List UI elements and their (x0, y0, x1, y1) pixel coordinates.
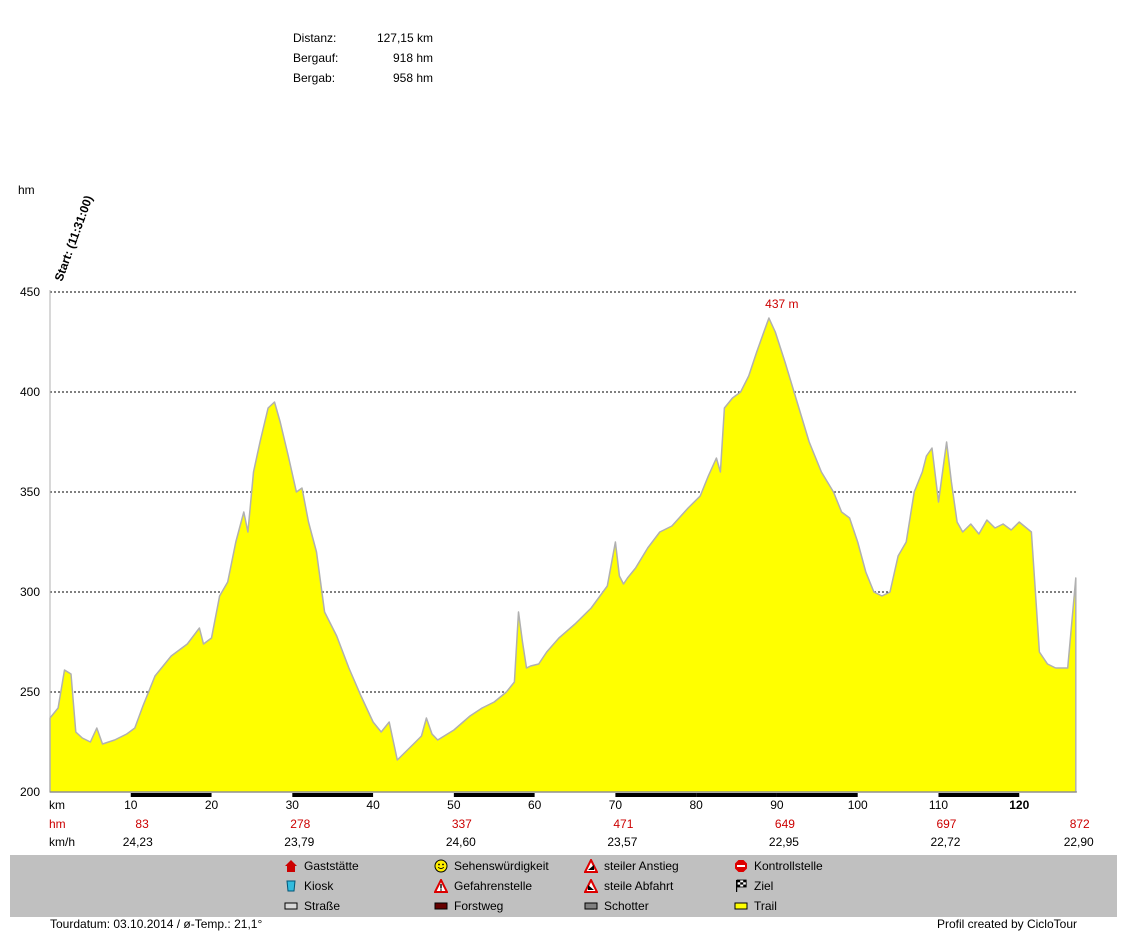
surface-band (696, 793, 777, 797)
trail-swatch-icon (734, 902, 748, 910)
kmh-cell: 23,79 (284, 835, 314, 849)
surface-band (292, 793, 374, 797)
kiosk-icon (286, 880, 296, 892)
surface-band (776, 793, 858, 797)
y-tick-label: 300 (20, 585, 40, 599)
kmh-cell: 23,57 (607, 835, 637, 849)
elevation-chart: 200 250 300 350 400 450 km 10 20 30 40 50 60 70 80 90 1… (18, 183, 1094, 849)
surface-band (453, 793, 535, 797)
surface-bands (130, 793, 1020, 797)
descent-label: Bergab: (293, 71, 336, 85)
legend-item-forstweg: Forstweg (434, 898, 503, 914)
x-tick-label: 20 (205, 798, 219, 812)
smiley-icon (434, 859, 448, 873)
hm-cell: 83 (135, 817, 149, 831)
x-axis-label: km (49, 798, 65, 812)
ascent-label: Bergauf: (293, 51, 339, 65)
y-tick-label: 400 (20, 385, 40, 399)
descent-value: 958 hm (392, 71, 433, 85)
y-tick-label: 350 (20, 485, 40, 499)
steep-descent-icon (584, 879, 598, 893)
legend-item-kiosk: Kiosk (284, 878, 333, 894)
gravel-swatch-icon (584, 902, 598, 910)
surface-band (938, 793, 1020, 797)
tour-date: Tourdatum: 03.10.2014 / ø-Temp.: 21,1° (50, 917, 263, 931)
hm-cell: 278 (290, 817, 310, 831)
road-swatch-icon (284, 902, 298, 910)
distance-label: Distanz: (293, 31, 337, 45)
hm-cell: 471 (613, 817, 633, 831)
hm-cell: 649 (775, 817, 795, 831)
house-icon (285, 860, 297, 872)
legend: Gaststätte Kiosk Straße Sehenswürdigkeit… (10, 855, 1117, 917)
peak-label: 437 m (765, 297, 798, 311)
kmh-cell: 22,95 (769, 835, 799, 849)
hm-cell: 337 (452, 817, 472, 831)
legend-item-steiler-anstieg: steiler Anstieg (584, 858, 679, 874)
y-tick-label: 250 (20, 685, 40, 699)
surface-band (130, 793, 212, 797)
x-tick-label: 30 (286, 798, 300, 812)
steep-climb-icon (584, 859, 598, 873)
stats-table: hm km/h 83 278 337 471 649 697 872 24,23 23,79 24,6… (49, 817, 1094, 849)
legend-item-trail: Trail (734, 898, 777, 914)
elevation-area (49, 317, 1077, 793)
legend-item-strasse: Straße (284, 898, 340, 914)
kmh-row-label: km/h (49, 835, 75, 849)
warning-icon (434, 879, 448, 893)
legend-item-ziel: Ziel (734, 878, 773, 894)
y-tick-label: 200 (20, 785, 40, 799)
x-tick-label: 10 (124, 798, 138, 812)
legend-item-steile-abfahrt: steile Abfahrt (584, 878, 673, 894)
credit: Profil created by CicloTour (936, 917, 1077, 931)
x-tick-label: 110 (929, 798, 948, 812)
x-tick-label: 100 (848, 798, 868, 812)
forest-road-swatch-icon (434, 902, 448, 910)
hm-row-label: hm (49, 817, 66, 831)
hm-cell: 872 (1070, 817, 1090, 831)
stop-icon (735, 860, 747, 872)
surface-band (615, 793, 697, 797)
x-tick-label: 80 (689, 798, 703, 812)
legend-item-gefahrenstelle: Gefahrenstelle (434, 878, 532, 894)
x-tick-label: 70 (609, 798, 623, 812)
y-tick-labels: 200 250 300 350 400 450 (20, 285, 40, 799)
x-tick-label: 60 (528, 798, 542, 812)
x-tick-label: 120 (1009, 798, 1029, 812)
hm-cell: 697 (936, 817, 956, 831)
legend-item-kontrollstelle: Kontrollstelle (734, 858, 823, 874)
kmh-cell: 22,72 (930, 835, 960, 849)
legend-item-schotter: Schotter (584, 898, 649, 914)
start-label: Start: (11:31:00) (52, 194, 96, 283)
legend-item-gaststaette: Gaststätte (284, 858, 359, 874)
ascent-value: 918 hm (392, 51, 433, 65)
distance-value: 127,15 km (376, 31, 433, 45)
y-axis-label: hm (18, 183, 35, 197)
kmh-cell: 24,60 (446, 835, 476, 849)
y-tick-label: 450 (20, 285, 40, 299)
x-tick-labels: km 10 20 30 40 50 60 70 80 90 100 110 120 (49, 798, 1030, 812)
checkered-flag-icon (736, 879, 747, 892)
legend-item-sehenswuerdigkeit: Sehenswürdigkeit (434, 858, 549, 874)
x-tick-label: 50 (447, 798, 461, 812)
x-tick-label: 40 (366, 798, 380, 812)
kmh-cell: 24,23 (123, 835, 153, 849)
kmh-cell: 22,90 (1064, 835, 1094, 849)
x-tick-label: 90 (770, 798, 784, 812)
